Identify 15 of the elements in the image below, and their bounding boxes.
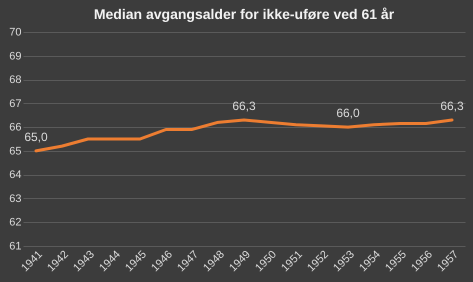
data-label: 66,3: [440, 98, 464, 113]
y-tick-label: 66: [9, 122, 22, 134]
y-tick-label: 62: [9, 216, 22, 229]
y-tick-label: 63: [9, 192, 22, 205]
chart-title: Median avgangsalder for ikke-uføre ved 61 år: [94, 6, 395, 22]
y-tick-label: 70: [9, 26, 22, 38]
data-label: 65,0: [24, 130, 48, 144]
y-tick-label: 67: [9, 98, 22, 110]
data-label: 66,3: [232, 98, 256, 113]
y-tick-label: 61: [9, 240, 22, 252]
y-tick-label: 65: [9, 145, 22, 158]
data-label: 66,0: [336, 106, 360, 120]
y-tick-label: 64: [9, 169, 22, 182]
y-tick-label: 69: [9, 50, 22, 62]
y-tick-label: 68: [9, 74, 22, 86]
